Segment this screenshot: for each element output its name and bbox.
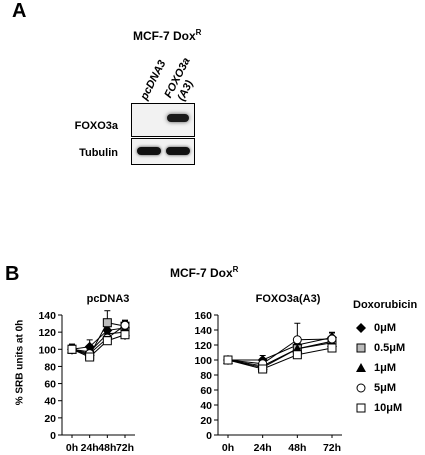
legend-marker-open-square-icon <box>356 403 366 413</box>
y-tick-label-foxo3a-a3-20: 20 <box>200 415 212 427</box>
chart-title-pcdna3: pcDNA3 <box>87 293 130 305</box>
legend: 0μM 0.5μM 1μM 5μM 10μM <box>354 318 405 418</box>
series-line-foxo3a-a3-1-m <box>227 342 333 367</box>
legend-marker-open-circle-icon <box>356 383 366 393</box>
y-tick-label-foxo3a-a3-40: 40 <box>200 400 212 412</box>
panel-b-title-text: MCF-7 Dox <box>170 266 233 280</box>
panel-a-letter: A <box>12 0 27 22</box>
chart-title-foxo3a-a3: FOXO3a(A3) <box>256 293 321 305</box>
legend-item-1um: 1μM <box>354 358 405 378</box>
chart-foxo3a-a3: FOXO3a(A3) 0 20 40 60 80 100 120 140 160 0h 24h 48h 7… <box>194 293 342 454</box>
y-tick-label-pcdna3-40: 40 <box>44 396 56 408</box>
data-point-pcdna3-5-m-3 <box>120 320 130 330</box>
y-tick-label-foxo3a-a3-160: 160 <box>194 310 212 322</box>
data-point-foxo3a-a3-10-m-1 <box>258 364 268 374</box>
panel-b-title-superscript: R <box>232 265 239 274</box>
y-tick-label-pcdna3-0: 0 <box>50 430 56 442</box>
series-line-foxo3a-a3-5-m <box>227 338 333 365</box>
data-point-foxo3a-a3-10-m-0 <box>223 355 233 365</box>
data-point-pcdna3-0-5-m-2 <box>102 318 112 328</box>
blot-band-tubulin-pcdna3 <box>137 147 161 155</box>
blot-row-label-foxo3a: FOXO3a <box>74 120 118 132</box>
series-line-pcdna3-0-5-m <box>71 322 126 356</box>
y-tick-label-pcdna3-140: 140 <box>38 310 56 322</box>
panel-b-letter: B <box>5 263 20 285</box>
y-tick-label-pcdna3-80: 80 <box>44 361 56 373</box>
legend-item-10um: 10μM <box>354 398 405 418</box>
series-line-pcdna3-5-m <box>71 324 126 355</box>
data-point-pcdna3-10-m-2 <box>102 336 112 346</box>
legend-label-1um: 1μM <box>374 362 397 374</box>
x-tick-label-foxo3a-a3-24h: 24h <box>254 442 272 454</box>
x-tick-label-pcdna3-72h: 72h <box>116 442 134 454</box>
series-line-foxo3a-a3-0-5-m <box>227 340 333 369</box>
x-tick-label-foxo3a-a3-0h: 0h <box>222 442 234 454</box>
y-tick-label-foxo3a-a3-100: 100 <box>194 355 212 367</box>
panel-a-title-superscript: R <box>195 28 202 37</box>
panel-b-title: MCF-7 DoxR <box>170 265 238 280</box>
western-blot-foxo3a <box>131 103 195 137</box>
data-point-foxo3a-a3-5-m-3 <box>327 334 337 344</box>
y-tick-label-foxo3a-a3-80: 80 <box>200 370 212 382</box>
panel-a-title: MCF-7 DoxR <box>133 28 201 43</box>
y-tick-label-pcdna3-20: 20 <box>44 413 56 425</box>
series-line-pcdna3-1-m <box>71 331 126 353</box>
legend-marker-triangle-icon <box>356 363 366 372</box>
legend-item-05um: 0.5μM <box>354 338 405 358</box>
chart-pcdna3: pcDNA3 0 20 40 60 80 100 120 140 0h 24h 48h 72h <box>38 293 135 454</box>
panel-a-title-text: MCF-7 Dox <box>133 29 196 43</box>
x-tick-label-foxo3a-a3-72h: 72h <box>323 442 341 454</box>
y-tick-label-pcdna3-60: 60 <box>44 379 56 391</box>
x-tick-label-pcdna3-0h: 0h <box>66 442 78 454</box>
legend-title: Doxorubicin <box>353 299 418 311</box>
series-line-foxo3a-a3-10-m <box>227 347 333 370</box>
data-point-pcdna3-10-m-1 <box>85 352 95 362</box>
data-point-foxo3a-a3-5-m-2 <box>292 335 302 345</box>
data-point-pcdna3-10-m-3 <box>120 330 130 340</box>
legend-label-5um: 5μM <box>374 382 397 394</box>
y-tick-label-foxo3a-a3-0: 0 <box>206 430 212 442</box>
legend-marker-diamond-icon <box>356 323 366 333</box>
y-tick-label-pcdna3-100: 100 <box>38 344 56 356</box>
data-point-foxo3a-a3-10-m-3 <box>327 343 337 353</box>
legend-item-0um: 0μM <box>354 318 405 338</box>
x-tick-label-pcdna3-24h: 24h <box>81 442 99 454</box>
legend-label-05um: 0.5μM <box>374 342 406 354</box>
blot-row-label-tubulin: Tubulin <box>79 147 118 159</box>
legend-label-0um: 0μM <box>374 322 397 334</box>
x-tick-label-foxo3a-a3-48h: 48h <box>288 442 306 454</box>
y-tick-label-foxo3a-a3-120: 120 <box>194 340 212 352</box>
data-point-foxo3a-a3-10-m-2 <box>292 350 302 360</box>
western-blot-tubulin <box>131 138 195 165</box>
x-tick-label-pcdna3-48h: 48h <box>98 442 116 454</box>
y-tick-label-foxo3a-a3-60: 60 <box>200 385 212 397</box>
blot-band-foxo3a-a3 <box>167 114 189 122</box>
legend-item-5um: 5μM <box>354 378 405 398</box>
blot-band-tubulin-a3 <box>166 147 190 155</box>
data-point-pcdna3-10-m-0 <box>67 344 77 354</box>
series-line-foxo3a-a3-0-m <box>228 337 333 361</box>
y-tick-label-foxo3a-a3-140: 140 <box>194 325 212 337</box>
series-line-pcdna3-10-m <box>71 334 126 358</box>
legend-marker-grey-square-icon <box>356 343 366 353</box>
legend-label-10um: 10μM <box>374 402 403 414</box>
y-tick-label-pcdna3-120: 120 <box>38 327 56 339</box>
